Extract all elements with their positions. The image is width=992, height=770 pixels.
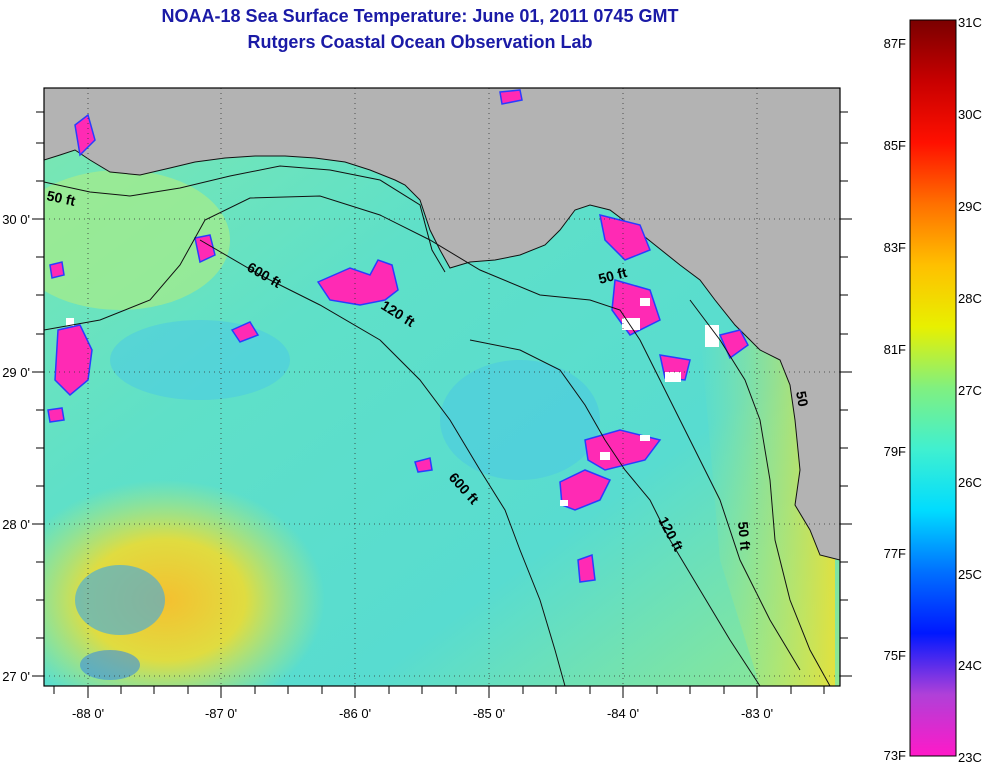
colorbar-fahrenheit-labels: 87F 85F 83F 81F 79F 77F 75F 73F xyxy=(884,36,906,763)
colorbar: 31C 30C 29C 28C 27C 26C 25C 24C 23C 87F … xyxy=(884,15,982,765)
cool-patch xyxy=(440,360,600,480)
contour-label: 50 ft xyxy=(45,187,77,209)
celsius-label: 27C xyxy=(958,383,982,398)
latitude-labels: 30 0' 29 0' 28 0' 27 0' xyxy=(2,212,30,684)
colorbar-ramp xyxy=(909,19,957,757)
celsius-label: 25C xyxy=(958,567,982,582)
nearshore-warm-patch xyxy=(44,170,230,310)
celsius-label: 24C xyxy=(958,658,982,673)
contour-label: 50 ft xyxy=(735,521,753,551)
lon-label: -87 0' xyxy=(205,706,237,721)
fahrenheit-label: 81F xyxy=(884,342,906,357)
lon-label: -85 0' xyxy=(473,706,505,721)
colorbar-celsius-labels: 31C 30C 29C 28C 27C 26C 25C 24C 23C xyxy=(958,15,982,765)
celsius-label: 30C xyxy=(958,107,982,122)
lon-label: -86 0' xyxy=(339,706,371,721)
lon-label: -84 0' xyxy=(607,706,639,721)
contour-label: 50 xyxy=(793,390,811,408)
celsius-label: 28C xyxy=(958,291,982,306)
fahrenheit-label: 87F xyxy=(884,36,906,51)
figure-title: NOAA-18 Sea Surface Temperature: June 01… xyxy=(161,6,679,26)
celsius-label: 26C xyxy=(958,475,982,490)
depth-contours xyxy=(44,165,831,686)
lat-label: 27 0' xyxy=(2,669,30,684)
cool-patch xyxy=(80,650,140,680)
cool-patch xyxy=(110,320,290,400)
fahrenheit-label: 77F xyxy=(884,546,906,561)
celsius-label: 23C xyxy=(958,750,982,765)
lat-label: 28 0' xyxy=(2,517,30,532)
coastline xyxy=(44,149,840,561)
lon-label: -88 0' xyxy=(72,706,104,721)
lat-label: 29 0' xyxy=(2,365,30,380)
celsius-label: 31C xyxy=(958,15,982,30)
land-mass xyxy=(44,88,840,560)
figure-subtitle: Rutgers Coastal Ocean Observation Lab xyxy=(247,32,593,52)
fahrenheit-label: 85F xyxy=(884,138,906,153)
no-data-flags xyxy=(66,298,719,506)
fahrenheit-label: 73F xyxy=(884,748,906,763)
lat-label: 30 0' xyxy=(2,212,30,227)
celsius-label: 29C xyxy=(958,199,982,214)
contour-label: 50 ft xyxy=(597,264,629,287)
cool-patch xyxy=(75,565,165,635)
axis-ticks xyxy=(32,111,852,698)
fahrenheit-label: 75F xyxy=(884,648,906,663)
map-area: 50 ft 600 ft 120 ft 50 ft 600 ft 120 ft … xyxy=(44,88,840,686)
longitude-labels: -88 0' -87 0' -86 0' -85 0' -84 0' -83 0… xyxy=(72,706,773,721)
map-frame xyxy=(43,87,841,687)
lon-label: -83 0' xyxy=(741,706,773,721)
fahrenheit-label: 83F xyxy=(884,240,906,255)
fahrenheit-label: 79F xyxy=(884,444,906,459)
